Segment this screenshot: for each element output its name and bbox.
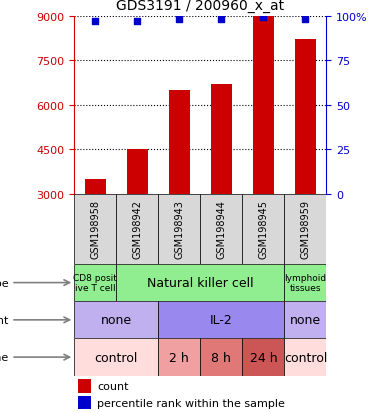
Bar: [169, 90, 190, 283]
Text: none: none: [101, 313, 132, 327]
Bar: [242, 194, 285, 264]
Text: percentile rank within the sample: percentile rank within the sample: [97, 398, 285, 408]
Bar: [78, 380, 91, 392]
Point: [219, 17, 224, 24]
Text: lymphoid
tissues: lymphoid tissues: [285, 273, 326, 292]
Text: 2 h: 2 h: [170, 351, 189, 364]
Text: control: control: [284, 351, 327, 364]
Title: GDS3191 / 200960_x_at: GDS3191 / 200960_x_at: [116, 0, 285, 13]
Text: cell type: cell type: [0, 278, 9, 288]
Text: 8 h: 8 h: [211, 351, 231, 364]
Bar: [78, 396, 91, 409]
Text: GSM198945: GSM198945: [259, 200, 268, 259]
Text: GSM198958: GSM198958: [90, 200, 100, 259]
Bar: [285, 264, 326, 301]
Text: CD8 posit
ive T cell: CD8 posit ive T cell: [73, 273, 117, 292]
Text: IL-2: IL-2: [210, 313, 233, 327]
Bar: [285, 194, 326, 264]
Bar: [253, 17, 274, 283]
Text: control: control: [95, 351, 138, 364]
Bar: [242, 339, 285, 376]
Point: [302, 17, 308, 24]
Bar: [285, 301, 326, 339]
Text: time: time: [0, 352, 9, 362]
Bar: [74, 264, 116, 301]
Bar: [158, 339, 200, 376]
Text: 24 h: 24 h: [250, 351, 277, 364]
Bar: [74, 301, 158, 339]
Bar: [74, 339, 158, 376]
Point: [92, 19, 98, 25]
Bar: [158, 301, 285, 339]
Bar: [127, 150, 148, 283]
Bar: [200, 339, 242, 376]
Text: GSM198944: GSM198944: [216, 200, 226, 259]
Bar: [116, 264, 285, 301]
Point: [260, 15, 266, 21]
Text: none: none: [290, 313, 321, 327]
Text: GSM198959: GSM198959: [301, 200, 311, 259]
Bar: [85, 179, 106, 283]
Bar: [200, 194, 242, 264]
Text: GSM198943: GSM198943: [174, 200, 184, 259]
Bar: [295, 40, 316, 283]
Bar: [158, 194, 200, 264]
Bar: [285, 339, 326, 376]
Text: GSM198942: GSM198942: [132, 200, 142, 259]
Bar: [211, 85, 232, 283]
Text: count: count: [97, 381, 129, 391]
Bar: [116, 194, 158, 264]
Text: Natural killer cell: Natural killer cell: [147, 276, 254, 290]
Point: [134, 19, 140, 25]
Point: [176, 17, 182, 24]
Text: agent: agent: [0, 315, 9, 325]
Bar: [74, 194, 116, 264]
